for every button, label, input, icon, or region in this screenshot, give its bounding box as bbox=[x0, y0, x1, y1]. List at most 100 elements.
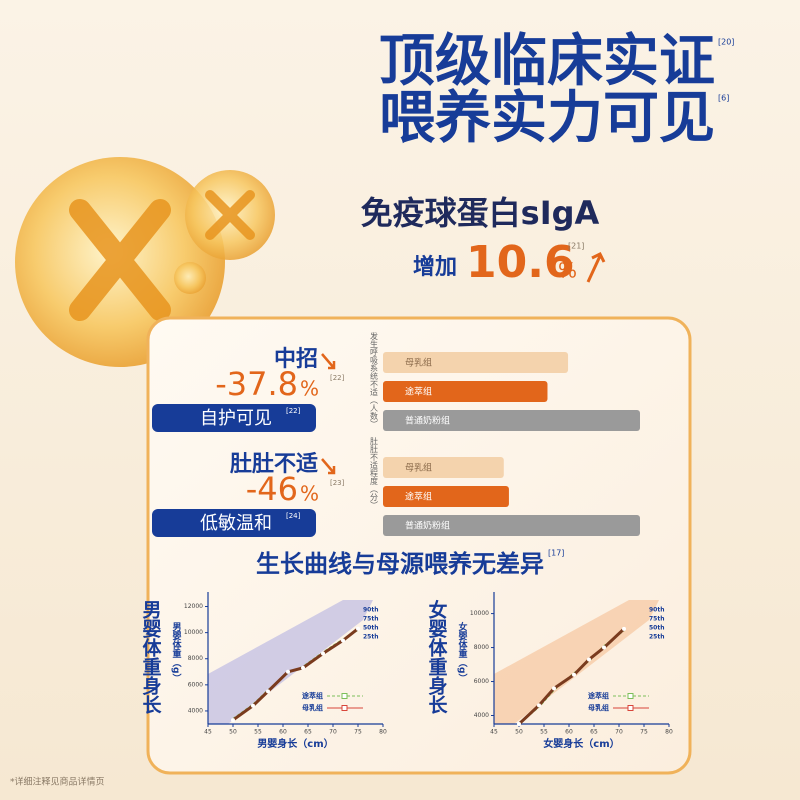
bar bbox=[383, 352, 569, 373]
bar bbox=[383, 486, 509, 507]
y-tick-label: 8000 bbox=[474, 644, 489, 651]
arrow-up bbox=[586, 251, 606, 283]
x-tick-label: 55 bbox=[254, 729, 262, 736]
x-tick-label: 70 bbox=[329, 729, 337, 736]
x-tick-label: 60 bbox=[279, 729, 287, 736]
x-tick-label: 50 bbox=[515, 729, 523, 736]
arrow-down bbox=[321, 353, 336, 370]
x-tick-label: 45 bbox=[204, 729, 212, 736]
badge bbox=[152, 404, 316, 432]
ref: [22] bbox=[330, 374, 345, 382]
x-tick-label: 45 bbox=[490, 729, 498, 736]
badge-text: 自护可见 bbox=[200, 408, 272, 429]
y-tick-label: 8000 bbox=[188, 655, 203, 662]
percentile-band bbox=[208, 600, 373, 724]
ref: [24] bbox=[286, 512, 301, 520]
percentile-label: 75th bbox=[649, 616, 665, 623]
x-label: 男婴身长（cm） bbox=[257, 737, 333, 750]
percentile-label: 25th bbox=[363, 634, 379, 641]
y-label: 男婴体重（g） bbox=[171, 622, 183, 683]
legend-marker bbox=[341, 705, 348, 711]
x-tick-label: 80 bbox=[379, 729, 387, 736]
panel-unit: % bbox=[300, 377, 319, 401]
ref: [6] bbox=[718, 94, 729, 103]
axis-label: 肚肚不适程度（分） bbox=[370, 437, 379, 509]
data-point bbox=[286, 669, 290, 674]
y-tick-label: 6000 bbox=[188, 681, 203, 688]
ref: [22] bbox=[286, 407, 301, 415]
y-label: 女婴体重（g） bbox=[457, 621, 469, 683]
bar bbox=[383, 457, 504, 478]
legend-label: 途萃组 bbox=[302, 691, 323, 700]
ref: [21] bbox=[568, 242, 584, 251]
y-tick-label: 10000 bbox=[184, 629, 203, 636]
x-tick-label: 65 bbox=[304, 729, 312, 736]
y-tick-label: 6000 bbox=[474, 678, 489, 685]
ref: [23] bbox=[330, 479, 345, 487]
title: 顶级临床实证 bbox=[379, 29, 715, 94]
data-point bbox=[602, 645, 606, 650]
percentile-label: 50th bbox=[363, 625, 379, 632]
bar-label: 途萃组 bbox=[405, 491, 432, 503]
data-point bbox=[587, 657, 591, 662]
badge-text: 低敏温和 bbox=[200, 513, 272, 534]
bar-label: 途萃组 bbox=[405, 386, 432, 398]
siga-unit: % bbox=[558, 259, 577, 283]
growth-title: 生长曲线与母源喂养无差异 bbox=[256, 550, 544, 578]
x-tick-label: 70 bbox=[615, 729, 623, 736]
percentile-label: 90th bbox=[363, 607, 379, 614]
x-tick-label: 50 bbox=[229, 729, 237, 736]
x-tick-label: 60 bbox=[565, 729, 573, 736]
data-point bbox=[231, 718, 235, 723]
legend-marker bbox=[627, 705, 634, 711]
bar-label: 普通奶粉组 bbox=[405, 520, 450, 532]
x-tick-label: 55 bbox=[540, 729, 548, 736]
data-point bbox=[622, 626, 626, 631]
panel-change: -46 bbox=[246, 470, 298, 508]
percentile-label: 90th bbox=[649, 607, 665, 614]
x-tick-label: 75 bbox=[640, 729, 648, 736]
data-point bbox=[517, 722, 521, 726]
bar bbox=[383, 410, 640, 431]
legend-label: 途萃组 bbox=[588, 691, 609, 700]
panel-heading: 肚肚不适 bbox=[230, 452, 318, 477]
y-tick-label: 4000 bbox=[474, 712, 489, 719]
percentile-label: 75th bbox=[363, 616, 379, 623]
x-tick-label: 65 bbox=[590, 729, 598, 736]
ref: [20] bbox=[718, 38, 734, 47]
axis-label: 发生呼吸系统不适（人数） bbox=[370, 331, 379, 428]
y-tick-label: 10000 bbox=[470, 610, 489, 617]
percentile-band bbox=[494, 600, 659, 724]
data-point bbox=[537, 703, 541, 708]
legend-label: 母乳组 bbox=[588, 703, 609, 712]
arrow-down bbox=[321, 458, 336, 475]
data-point bbox=[341, 638, 345, 643]
bar-label: 普通奶粉组 bbox=[405, 415, 450, 427]
bar bbox=[383, 381, 548, 402]
data-point bbox=[572, 672, 576, 677]
panel-heading: 中招 bbox=[274, 347, 318, 372]
legend-marker bbox=[627, 693, 634, 699]
panel-unit: % bbox=[300, 482, 319, 506]
data-point bbox=[301, 665, 305, 670]
data-point bbox=[321, 651, 325, 656]
data-point bbox=[251, 703, 255, 708]
siga-prefix: 增加 bbox=[413, 254, 457, 280]
footnote: *详细注释见商品详情页 bbox=[10, 776, 105, 788]
legend-marker bbox=[341, 693, 348, 699]
data-point bbox=[266, 689, 270, 694]
x-label: 女婴身长（cm） bbox=[543, 737, 619, 750]
y-tick-label: 12000 bbox=[184, 603, 203, 610]
panel-change: -37.8 bbox=[215, 365, 298, 403]
bar bbox=[383, 515, 640, 536]
badge bbox=[152, 509, 316, 537]
legend-label: 母乳组 bbox=[302, 703, 323, 712]
percentile-label: 25th bbox=[649, 634, 665, 641]
side-label: 女婴体重身长 bbox=[426, 599, 448, 715]
molecule bbox=[205, 190, 255, 240]
bar-label: 母乳组 bbox=[405, 462, 432, 474]
data-point bbox=[552, 686, 556, 691]
series-line bbox=[232, 627, 359, 722]
